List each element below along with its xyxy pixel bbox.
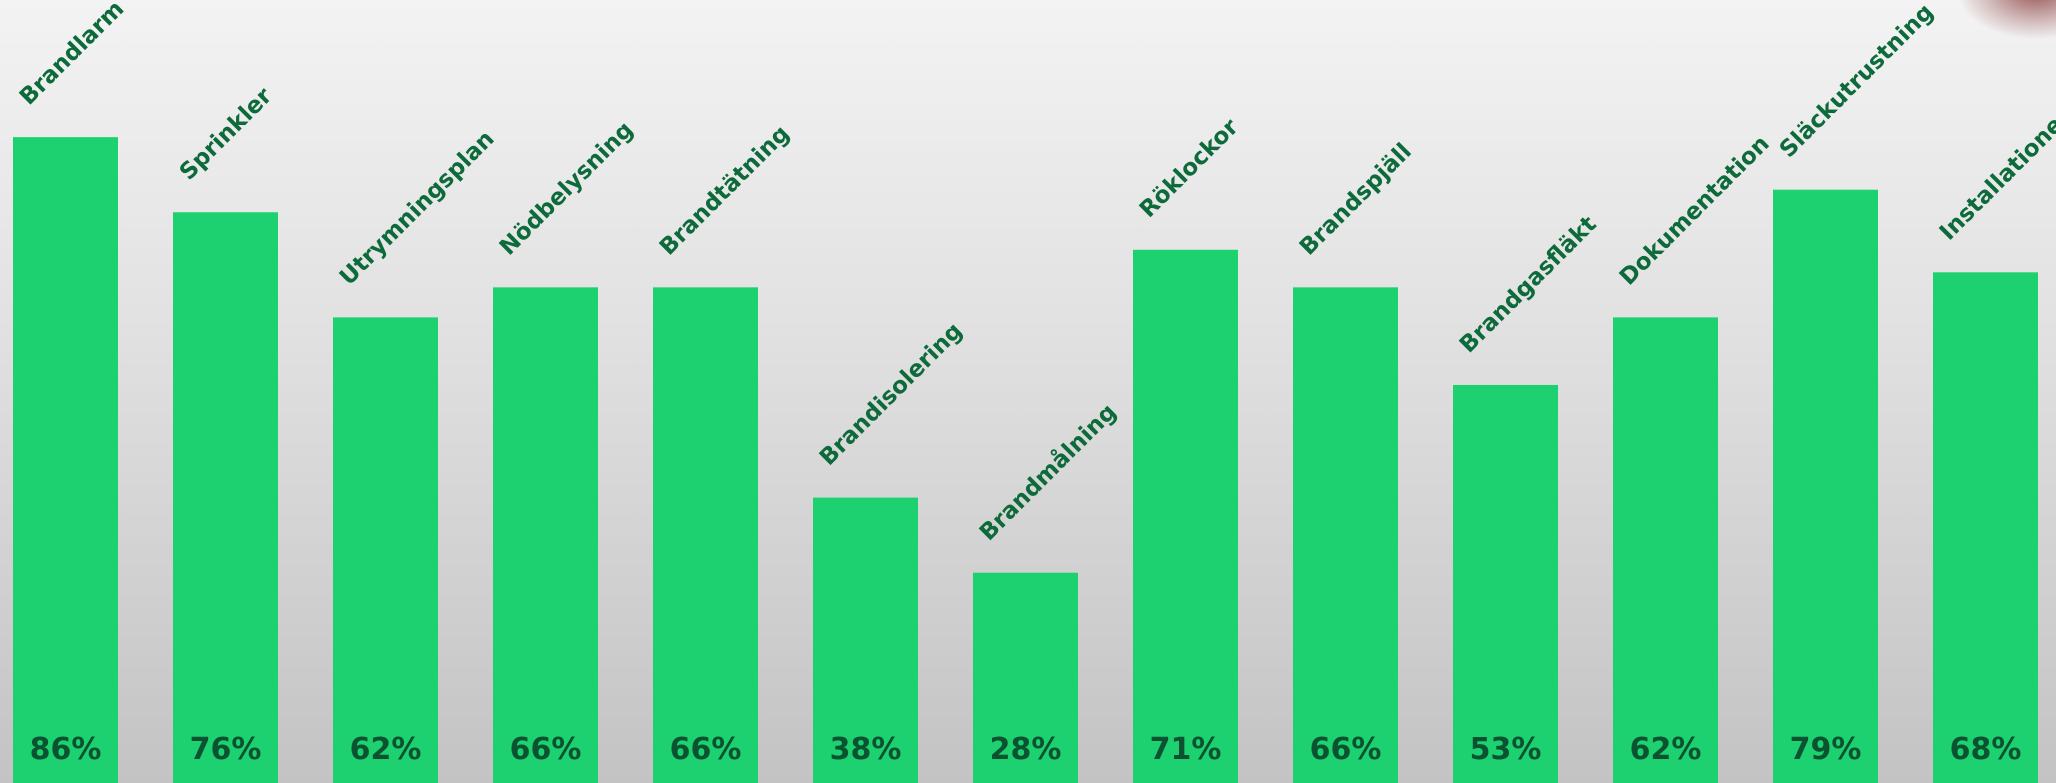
- value-label: 62%: [1630, 732, 1702, 767]
- category-label: Brandgasfläkt: [1455, 211, 1602, 358]
- value-label: 66%: [1310, 732, 1382, 767]
- category-label: Brandisolering: [815, 318, 968, 471]
- value-label: 76%: [190, 732, 262, 767]
- bar: [1453, 384, 1558, 783]
- bar: [1133, 249, 1238, 783]
- value-label: 66%: [510, 732, 582, 767]
- category-label: Dokumentation: [1615, 131, 1775, 291]
- value-label: 71%: [1150, 732, 1222, 767]
- value-label: 68%: [1950, 732, 2022, 767]
- category-label: Installationer: [1935, 103, 2056, 245]
- category-label: Brandtätning: [655, 121, 795, 261]
- bar: [653, 287, 758, 783]
- category-label: Sprinkler: [175, 83, 278, 186]
- bar: [333, 317, 438, 783]
- value-label: 79%: [1790, 732, 1862, 767]
- value-label: 28%: [990, 732, 1062, 767]
- bar: [173, 212, 278, 783]
- category-label: Nödbelysning: [495, 117, 639, 261]
- bar: [1773, 189, 1878, 783]
- value-label: 66%: [670, 732, 742, 767]
- category-label: Brandmålning: [974, 398, 1122, 546]
- category-label: Brandspjäll: [1295, 139, 1417, 261]
- category-label: Röklockor: [1135, 114, 1244, 223]
- bar: [973, 572, 1078, 783]
- bar: [1933, 272, 2038, 783]
- bar: [493, 287, 598, 783]
- bar: [813, 497, 918, 783]
- category-label: Brandlarm: [15, 0, 130, 110]
- bar: [13, 137, 118, 783]
- value-label: 86%: [30, 732, 102, 767]
- value-label: 62%: [350, 732, 422, 767]
- value-label: 38%: [830, 732, 902, 767]
- bar: [1613, 317, 1718, 783]
- category-label: Utrymningsplan: [335, 126, 500, 291]
- value-label: 53%: [1470, 732, 1542, 767]
- bar: [1293, 287, 1398, 783]
- category-label: Släckutrustning: [1775, 0, 1939, 163]
